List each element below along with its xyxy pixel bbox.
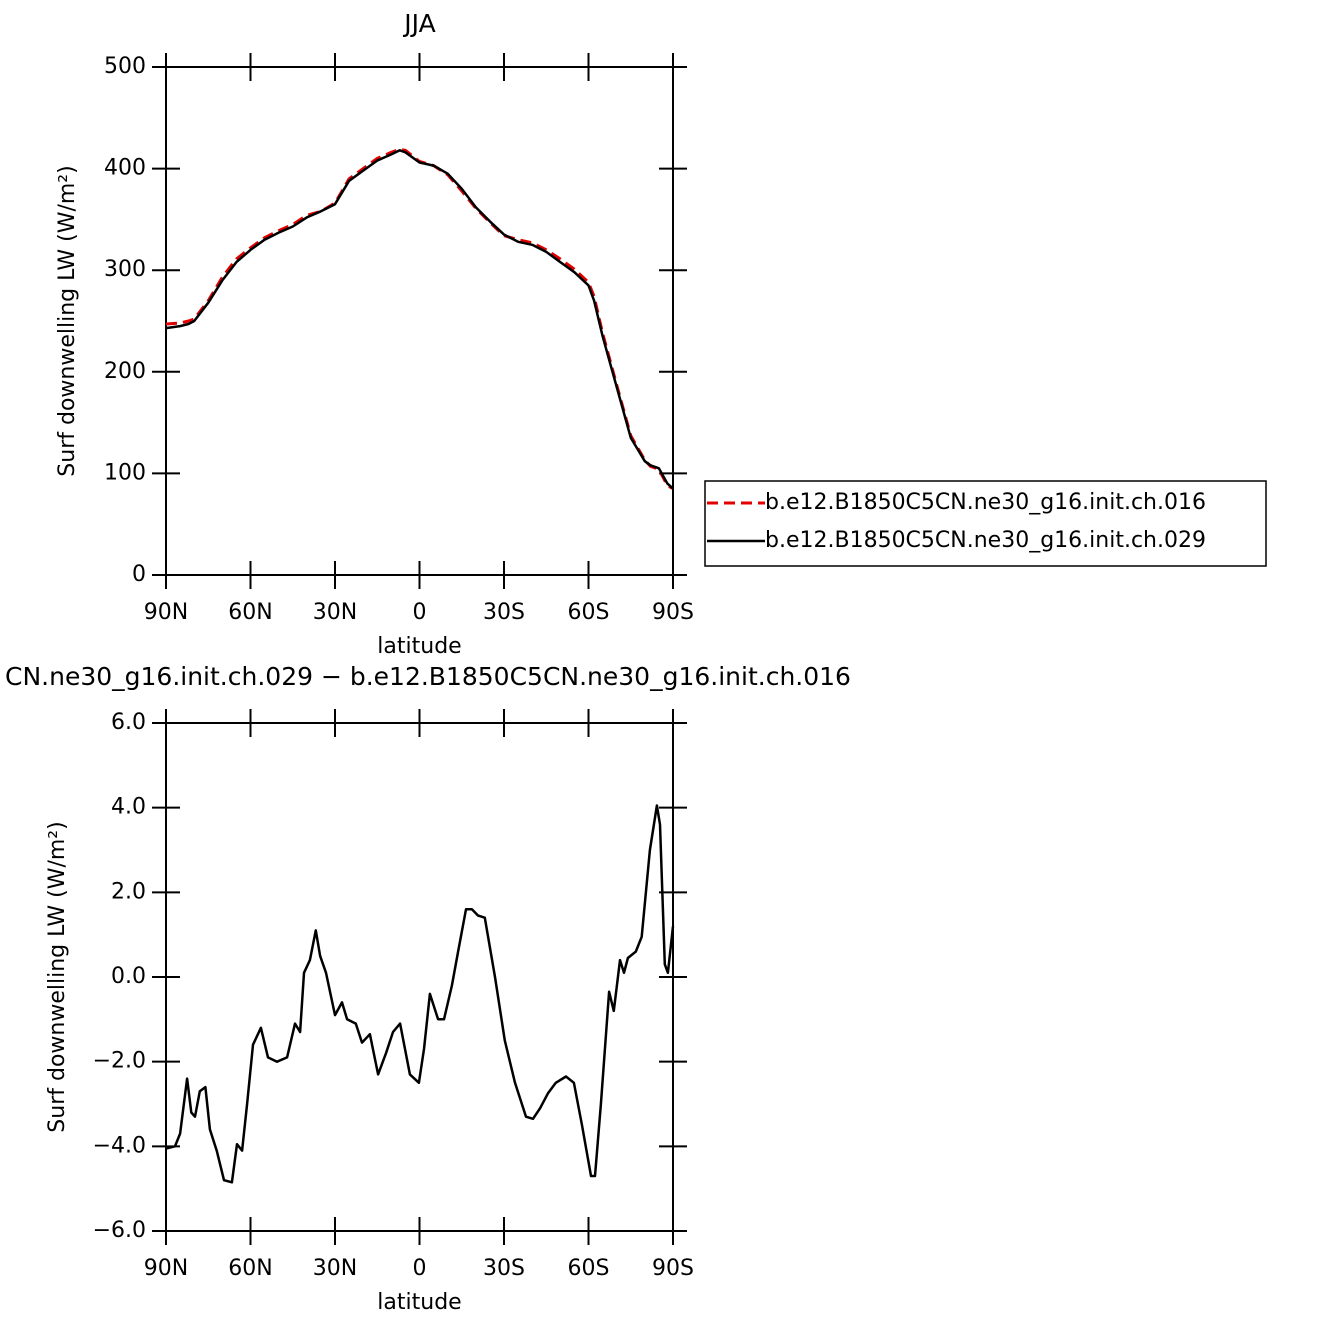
x-tick-label: 90S — [652, 600, 694, 625]
y-tick-label: 4.0 — [111, 795, 146, 820]
y-tick-label: 0 — [132, 562, 146, 587]
x-axis-label: latitude — [377, 634, 461, 659]
x-tick-label: 60S — [568, 600, 610, 625]
y-tick-label: 200 — [104, 359, 146, 384]
y-tick-label: −2.0 — [93, 1049, 146, 1074]
x-tick-label: 0 — [413, 1256, 427, 1281]
legend-label: b.e12.B1850C5CN.ne30_g16.init.ch.016 — [765, 490, 1206, 515]
chart-title: CN.ne30_g16.init.ch.029 − b.e12.B1850C5C… — [5, 662, 851, 691]
y-tick-label: −4.0 — [93, 1133, 146, 1158]
y-tick-label: 300 — [104, 257, 146, 282]
legend-label: b.e12.B1850C5CN.ne30_g16.init.ch.029 — [765, 528, 1206, 553]
x-tick-label: 60N — [228, 600, 272, 625]
x-tick-label: 30N — [313, 1256, 357, 1281]
y-tick-label: −6.0 — [93, 1218, 146, 1243]
x-tick-label: 60S — [568, 1256, 610, 1281]
x-axis-label: latitude — [377, 1290, 461, 1315]
y-tick-label: 500 — [104, 54, 146, 79]
x-tick-label: 90N — [144, 1256, 188, 1281]
y-tick-label: 0.0 — [111, 964, 146, 989]
x-tick-label: 30S — [483, 600, 525, 625]
x-tick-label: 0 — [413, 600, 427, 625]
chart-title: JJA — [402, 9, 435, 38]
data-line — [165, 147, 674, 490]
x-tick-label: 30S — [483, 1256, 525, 1281]
data-line — [165, 804, 675, 1184]
y-axis-label: Surf downwelling LW (W/m²) — [55, 165, 80, 476]
plot-frame — [165, 66, 674, 576]
y-axis-label: Surf downwelling LW (W/m²) — [45, 821, 70, 1132]
y-tick-label: 6.0 — [111, 710, 146, 735]
y-tick-label: 2.0 — [111, 879, 146, 904]
y-tick-label: 400 — [104, 156, 146, 181]
x-tick-label: 60N — [228, 1256, 272, 1281]
legend-box — [704, 480, 1267, 567]
x-tick-label: 90N — [144, 600, 188, 625]
x-tick-label: 30N — [313, 600, 357, 625]
y-tick-label: 100 — [104, 460, 146, 485]
data-line — [165, 149, 674, 490]
x-tick-label: 90S — [652, 1256, 694, 1281]
